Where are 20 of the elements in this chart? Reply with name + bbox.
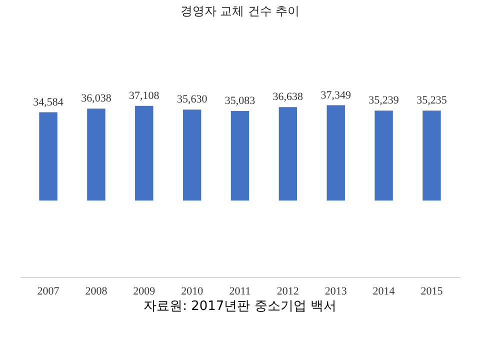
data-label: 37,108 — [129, 90, 160, 102]
x-tick-label: 2014 — [372, 286, 396, 298]
x-tick-label: 2012 — [276, 286, 299, 298]
x-tick-label: 2007 — [37, 286, 60, 298]
text: 자료원: 2017년판 중소기업 백서 — [144, 299, 336, 314]
x-tick-label: 2010 — [181, 286, 204, 298]
data-label: 35,083 — [224, 95, 256, 108]
data-label: 36,638 — [272, 91, 304, 104]
data-label: 35,235 — [416, 94, 448, 107]
data-label: 34,584 — [33, 96, 64, 108]
x-tick-label: 2008 — [85, 286, 108, 298]
data-label: 36,038 — [81, 92, 112, 105]
x-tick-label: 2011 — [229, 286, 251, 298]
x-tick-label: 2013 — [324, 286, 348, 298]
data-label: 35,630 — [176, 94, 208, 106]
x-tick-label: 2015 — [420, 286, 444, 298]
chart-title: 경영자 교체 건수 추이 — [180, 4, 300, 18]
data-label: 37,349 — [320, 89, 352, 102]
x-tick-label: 2009 — [133, 286, 156, 298]
data-label: 35,239 — [368, 94, 400, 107]
